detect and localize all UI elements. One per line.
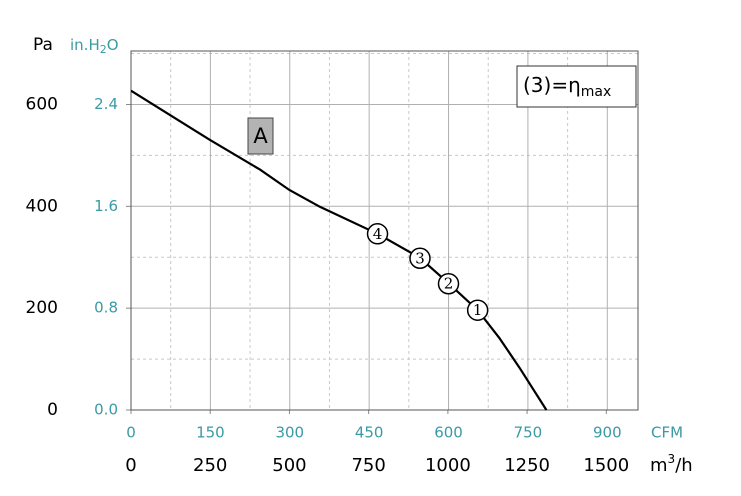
curve [131,89,548,411]
curve-label: A [253,124,268,148]
y-axis-unit: Pa [33,35,53,55]
unit-part: m [650,455,668,476]
x-axis-unit: m3/h [650,452,693,477]
operating-point [466,299,489,321]
y-tick-label: 600 [26,94,58,114]
x-tick-label: 250 [193,455,227,476]
operating-point [366,223,389,245]
unit-sub: 2 [100,43,107,56]
unit-part: O [107,36,119,54]
y-tick-label: 0 [47,400,58,420]
x-tick-label: 750 [351,455,385,476]
x-tick-label: 1250 [504,455,550,476]
curve-label-box [247,117,274,155]
unit-sup: 3 [668,452,676,466]
x2-tick-label: 150 [196,424,225,442]
unit-part: in.H [70,36,100,54]
y-tick-label: 400 [26,196,58,216]
annotation-box [516,65,637,108]
operating-point [437,272,460,295]
operating-point-label: 4 [373,225,383,243]
y2-tick-label: 0.8 [94,299,118,317]
x2-tick-label: 300 [275,424,304,442]
operating-point-label: 3 [415,249,425,267]
unit-part: /h [675,455,692,476]
x2-tick-label: 0 [126,424,136,442]
y-tick-label: 200 [26,298,58,318]
annotation: (3)=ηmax [523,73,611,101]
x2-tick-label: 900 [593,424,622,442]
x2-axis-unit: CFM [651,424,683,442]
plot-frame [130,50,639,411]
y2-tick-label: 1.6 [94,197,118,215]
x-tick-label: 1500 [583,455,629,476]
y2-tick-label: 0.0 [94,401,118,419]
x-tick-label: 1000 [425,455,471,476]
x2-tick-label: 750 [514,424,543,442]
y2-tick-label: 2.4 [94,95,118,113]
operating-point [409,247,431,270]
operating-point-label: 1 [473,301,483,319]
x2-tick-label: 600 [434,424,463,442]
operating-point-label: 2 [444,275,454,293]
annotation-part: (3)=η [523,73,581,97]
annotation-sub: max [581,84,612,100]
x-tick-label: 500 [272,455,306,476]
y2-axis-unit: in.H2O [70,36,119,57]
x-tick-label: 0 [125,455,136,476]
x2-tick-label: 450 [355,424,384,442]
